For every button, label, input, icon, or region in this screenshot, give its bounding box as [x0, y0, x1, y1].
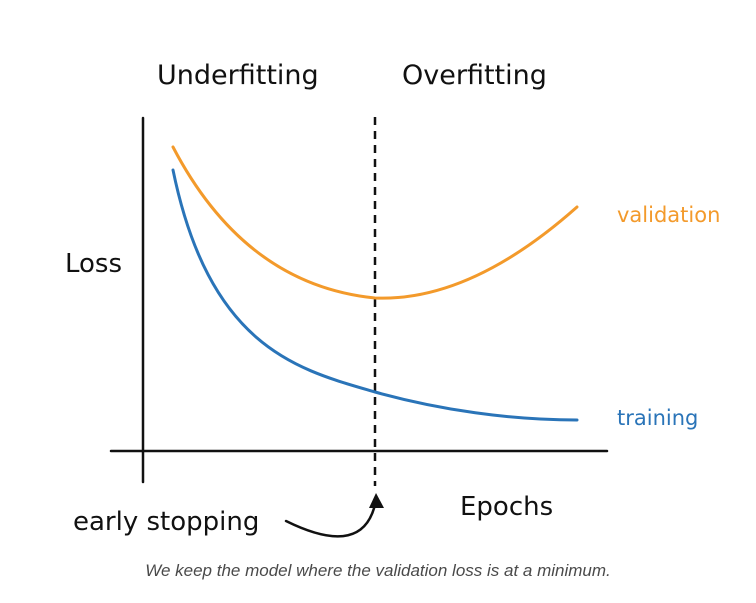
underfitting-label: Underfitting [157, 60, 319, 91]
x-axis-label: Epochs [460, 492, 553, 522]
y-axis-label: Loss [65, 249, 122, 279]
overfitting-label: Overfitting [402, 60, 547, 91]
diagram-canvas: Underfitting Overfitting Loss validation… [65, 60, 720, 538]
validation-curve [171, 145, 579, 300]
early-stopping-label: early stopping [73, 507, 259, 537]
arrow-head [369, 493, 384, 508]
validation-label: validation [617, 203, 720, 227]
early-stopping-arrow [284, 498, 378, 538]
training-curve [171, 168, 579, 422]
training-label: training [617, 406, 698, 430]
figure-caption: We keep the model where the validation l… [145, 561, 611, 580]
